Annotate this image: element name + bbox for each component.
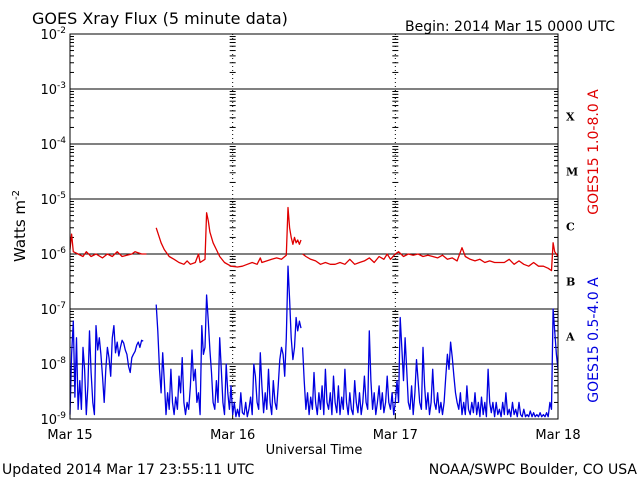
y-tick-labels: 10-910-810-710-610-510-410-310-2 bbox=[40, 26, 66, 428]
y-tick-base: 10 bbox=[40, 193, 57, 208]
begin-label: Begin: 2014 Mar 15 0000 UTC bbox=[405, 19, 615, 35]
series-short-wave-line bbox=[301, 308, 559, 418]
series-lines bbox=[69, 206, 559, 418]
y-tick-exponent: -3 bbox=[57, 81, 66, 91]
axis-ticks bbox=[69, 36, 559, 419]
series-long-wave-line bbox=[155, 206, 302, 268]
gridlines bbox=[70, 33, 558, 420]
legend-series-1: GOES15 1.0-8.0 A bbox=[586, 89, 602, 215]
flare-class-a: A bbox=[565, 331, 575, 344]
y-tick-label: 10-7 bbox=[40, 301, 66, 318]
x-tick-label: Mar 18 bbox=[535, 428, 580, 443]
flare-class-labels: A B C M X bbox=[565, 111, 578, 344]
y-tick-base: 10 bbox=[40, 358, 57, 373]
y-tick-exponent: -6 bbox=[57, 246, 66, 256]
series-short-wave-line bbox=[69, 320, 144, 416]
x-axis-label: Universal Time bbox=[266, 443, 363, 458]
y-tick-label: 10-9 bbox=[40, 411, 66, 428]
y-tick-label: 10-4 bbox=[40, 136, 66, 153]
x-tick-labels: Mar 15 Mar 16 Mar 17 Mar 18 bbox=[47, 428, 580, 443]
plot-frame bbox=[69, 33, 559, 420]
legend-series-2: GOES15 0.5-4.0 A bbox=[586, 277, 602, 403]
y-tick-base: 10 bbox=[40, 248, 57, 263]
y-tick-base: 10 bbox=[40, 303, 57, 318]
y-tick-label: 10-6 bbox=[40, 246, 66, 263]
y-tick-exponent: -8 bbox=[57, 356, 66, 366]
y-tick-exponent: -7 bbox=[57, 301, 66, 311]
y-axis-label-exponent: -2 bbox=[11, 190, 22, 200]
flare-class-m: M bbox=[566, 166, 578, 179]
footer-updated: Updated 2014 Mar 17 23:55:11 UTC bbox=[2, 462, 255, 478]
y-tick-exponent: -9 bbox=[57, 411, 66, 421]
y-axis-label-text: Watts m bbox=[11, 200, 29, 262]
flare-class-b: B bbox=[566, 276, 575, 289]
y-tick-base: 10 bbox=[40, 413, 57, 428]
y-tick-label: 10-8 bbox=[40, 356, 66, 373]
flare-class-x: X bbox=[566, 111, 575, 124]
series-long-wave-line bbox=[302, 242, 559, 272]
chart-title: GOES Xray Flux (5 minute data) bbox=[32, 9, 288, 28]
y-tick-label: 10-5 bbox=[40, 191, 66, 208]
y-tick-exponent: -4 bbox=[57, 136, 66, 146]
y-tick-label: 10-2 bbox=[40, 26, 66, 43]
x-tick-label: Mar 17 bbox=[373, 428, 418, 443]
y-tick-base: 10 bbox=[40, 138, 57, 153]
y-tick-exponent: -2 bbox=[57, 26, 66, 36]
x-tick-label: Mar 16 bbox=[210, 428, 255, 443]
y-tick-base: 10 bbox=[40, 83, 57, 98]
y-tick-base: 10 bbox=[40, 28, 57, 43]
y-axis-label: Watts m-2 bbox=[11, 190, 29, 262]
series-short-wave-line bbox=[155, 265, 302, 418]
y-tick-label: 10-3 bbox=[40, 81, 66, 98]
x-tick-label: Mar 15 bbox=[47, 428, 92, 443]
series-long-wave-line bbox=[69, 233, 147, 259]
footer-source: NOAA/SWPC Boulder, CO USA bbox=[429, 462, 638, 478]
y-tick-exponent: -5 bbox=[57, 191, 66, 201]
flare-class-c: C bbox=[566, 221, 575, 234]
